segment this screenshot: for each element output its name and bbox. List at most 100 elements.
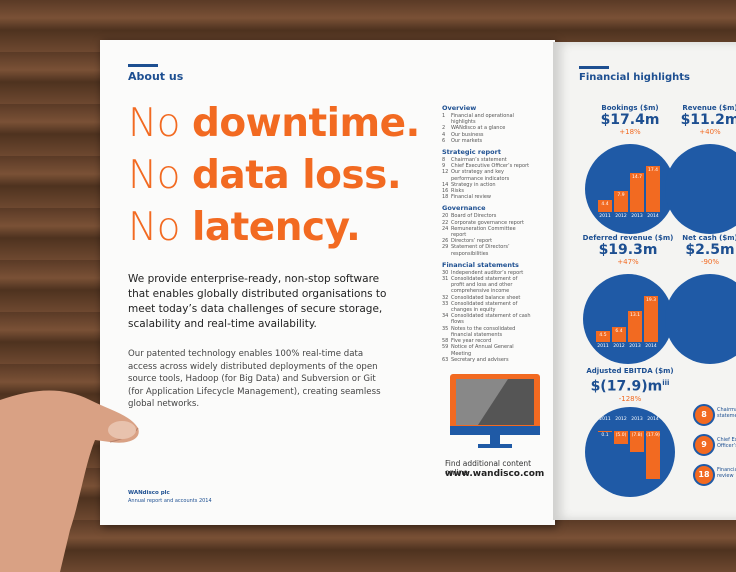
bar: [614, 191, 628, 212]
contents-item: 26 Directors’ report: [442, 238, 532, 244]
year-label: 2012: [613, 344, 625, 349]
contents-item: 8 Chairman’s statement: [442, 157, 532, 163]
item-title: Directors’ report: [451, 238, 493, 245]
page-number: 16: [442, 188, 449, 195]
bar-label: 0.1: [601, 432, 609, 438]
contents-item: 18 Financial review: [442, 194, 532, 200]
bar-label: 14.7: [631, 175, 643, 181]
item-title: Notice of Annual General Meeting: [451, 344, 514, 357]
kpi-note: iii: [662, 379, 670, 387]
page-number: 14: [442, 181, 449, 188]
contents-item: 1 Financial and operational highlights: [442, 113, 532, 125]
headline: No downtime. No data loss. No latency.: [128, 98, 420, 254]
headline-bold: downtime.: [191, 101, 420, 146]
kpi-value: $(17.9)miii: [575, 375, 685, 395]
kpi: Bookings ($m) $17.4m +18%: [575, 104, 685, 136]
bar-label: 4.4: [601, 202, 609, 208]
page-number: 32: [442, 294, 449, 301]
kpi-amount: $17.4m: [600, 112, 660, 128]
contents-item: 32 Consolidated balance sheet: [442, 295, 532, 301]
bar-label: 6.4: [615, 328, 623, 334]
page-number: 30: [442, 269, 449, 276]
bar: [644, 296, 658, 342]
kpi-amount: $11.2m: [680, 112, 736, 128]
item-title: Our markets: [451, 137, 483, 144]
page-number: 24: [442, 225, 449, 232]
chart-circle: 0.1 2011 (5.0) 2012 (7.8) 2013 (17.9) 2014: [585, 407, 675, 497]
kpi-value: $19.3m: [573, 242, 683, 258]
kpi-change: +47%: [617, 258, 639, 266]
contents-item: 30 Independent auditor’s report: [442, 270, 532, 276]
kpi-change: -128%: [618, 394, 642, 403]
contents-item: 24 Remuneration Committee report: [442, 226, 532, 238]
contents-item: 12 Our strategy and key performance indic…: [442, 169, 532, 181]
bar: [596, 331, 610, 342]
bar-label: 17.4: [647, 168, 659, 173]
headline-line: No latency.: [128, 202, 420, 254]
year-label: 2013: [631, 417, 643, 422]
link-badge: 9: [693, 434, 715, 456]
item-title: Our business: [451, 131, 484, 138]
contents-item: 58 Five year record: [442, 338, 532, 344]
year-label: 2014: [645, 344, 657, 349]
headline-line: No data loss.: [128, 150, 420, 202]
section-title: Financial highlights: [579, 72, 690, 83]
page-number: 4: [442, 131, 446, 138]
kpi-value: $11.2m: [655, 112, 736, 128]
footer-company: WANdisco plc: [128, 490, 170, 496]
page-number: 63: [442, 356, 449, 363]
kpi-title: Adjusted EBITDA ($m): [586, 367, 674, 375]
headline-bold: data loss.: [191, 153, 402, 198]
contents-item: 9 Chief Executive Officer’s report: [442, 163, 532, 169]
item-title: Chief Executive Officer’s report: [451, 163, 530, 170]
chart-circle: 4.4 2011 7.9 2012 14.7 2013 17.4 2014: [585, 144, 675, 234]
bar: [646, 431, 660, 479]
page-number: 18: [442, 194, 449, 201]
item-title: Consolidated statement of cash flows: [451, 313, 531, 326]
contents-heading: Overview: [442, 104, 477, 112]
hand: [0, 390, 139, 572]
bar: [630, 431, 644, 452]
item-title: Secretary and advisers: [451, 356, 509, 363]
page-number: 58: [442, 338, 449, 345]
kpi-title: Deferred revenue ($m): [582, 234, 674, 242]
page-number: 9: [442, 163, 446, 170]
contents-item: 31 Consolidated statement of profit and l…: [442, 276, 532, 295]
item-title: Five year record: [451, 338, 492, 345]
bar: [612, 326, 626, 342]
kpi: Deferred revenue ($m) $19.3m +47%: [573, 234, 683, 266]
contents-item: 22 Corporate governance report: [442, 220, 532, 226]
item-title: Strategy in action: [451, 181, 496, 188]
section-title: About us: [128, 70, 184, 83]
bar: [646, 166, 660, 212]
page-number: 6: [442, 137, 446, 144]
year-label: 2011: [599, 417, 611, 422]
headline-light: No: [128, 153, 181, 198]
headline-light: No: [128, 205, 181, 250]
contents-item: 29 Statement of Directors’ responsibiliti…: [442, 244, 532, 256]
contents-item: 6 Our markets: [442, 138, 532, 144]
kpi-title: Bookings ($m): [601, 104, 659, 112]
page-number: 22: [442, 219, 449, 226]
kpi-change: +40%: [699, 128, 721, 136]
bar-label: 13.1: [629, 312, 641, 318]
year-label: 2014: [647, 214, 659, 219]
contents-item: 14 Strategy in action: [442, 182, 532, 188]
item-title: Financial review: [451, 194, 492, 201]
kpi-amount: $19.3m: [598, 242, 658, 258]
item-title: Board of Directors: [451, 213, 497, 220]
contents-item: 63 Secretary and advisers: [442, 357, 532, 363]
page-number: 29: [442, 244, 449, 251]
item-title: Consolidated balance sheet: [451, 294, 521, 301]
kpi: Net cash ($m) $2.5m -90%: [655, 234, 736, 266]
bar: [628, 310, 642, 342]
contents-item: 33 Consolidated statement of changes in e…: [442, 301, 532, 313]
item-title: Corporate governance report: [451, 219, 524, 226]
rule: [579, 66, 609, 69]
item-title: Chairman’s statement: [451, 157, 507, 164]
bar-label: 7.9: [617, 193, 625, 199]
page-number: 31: [442, 276, 449, 283]
item-title: Independent auditor’s report: [451, 269, 524, 276]
kpi-amount: $(17.9)m: [590, 378, 663, 395]
